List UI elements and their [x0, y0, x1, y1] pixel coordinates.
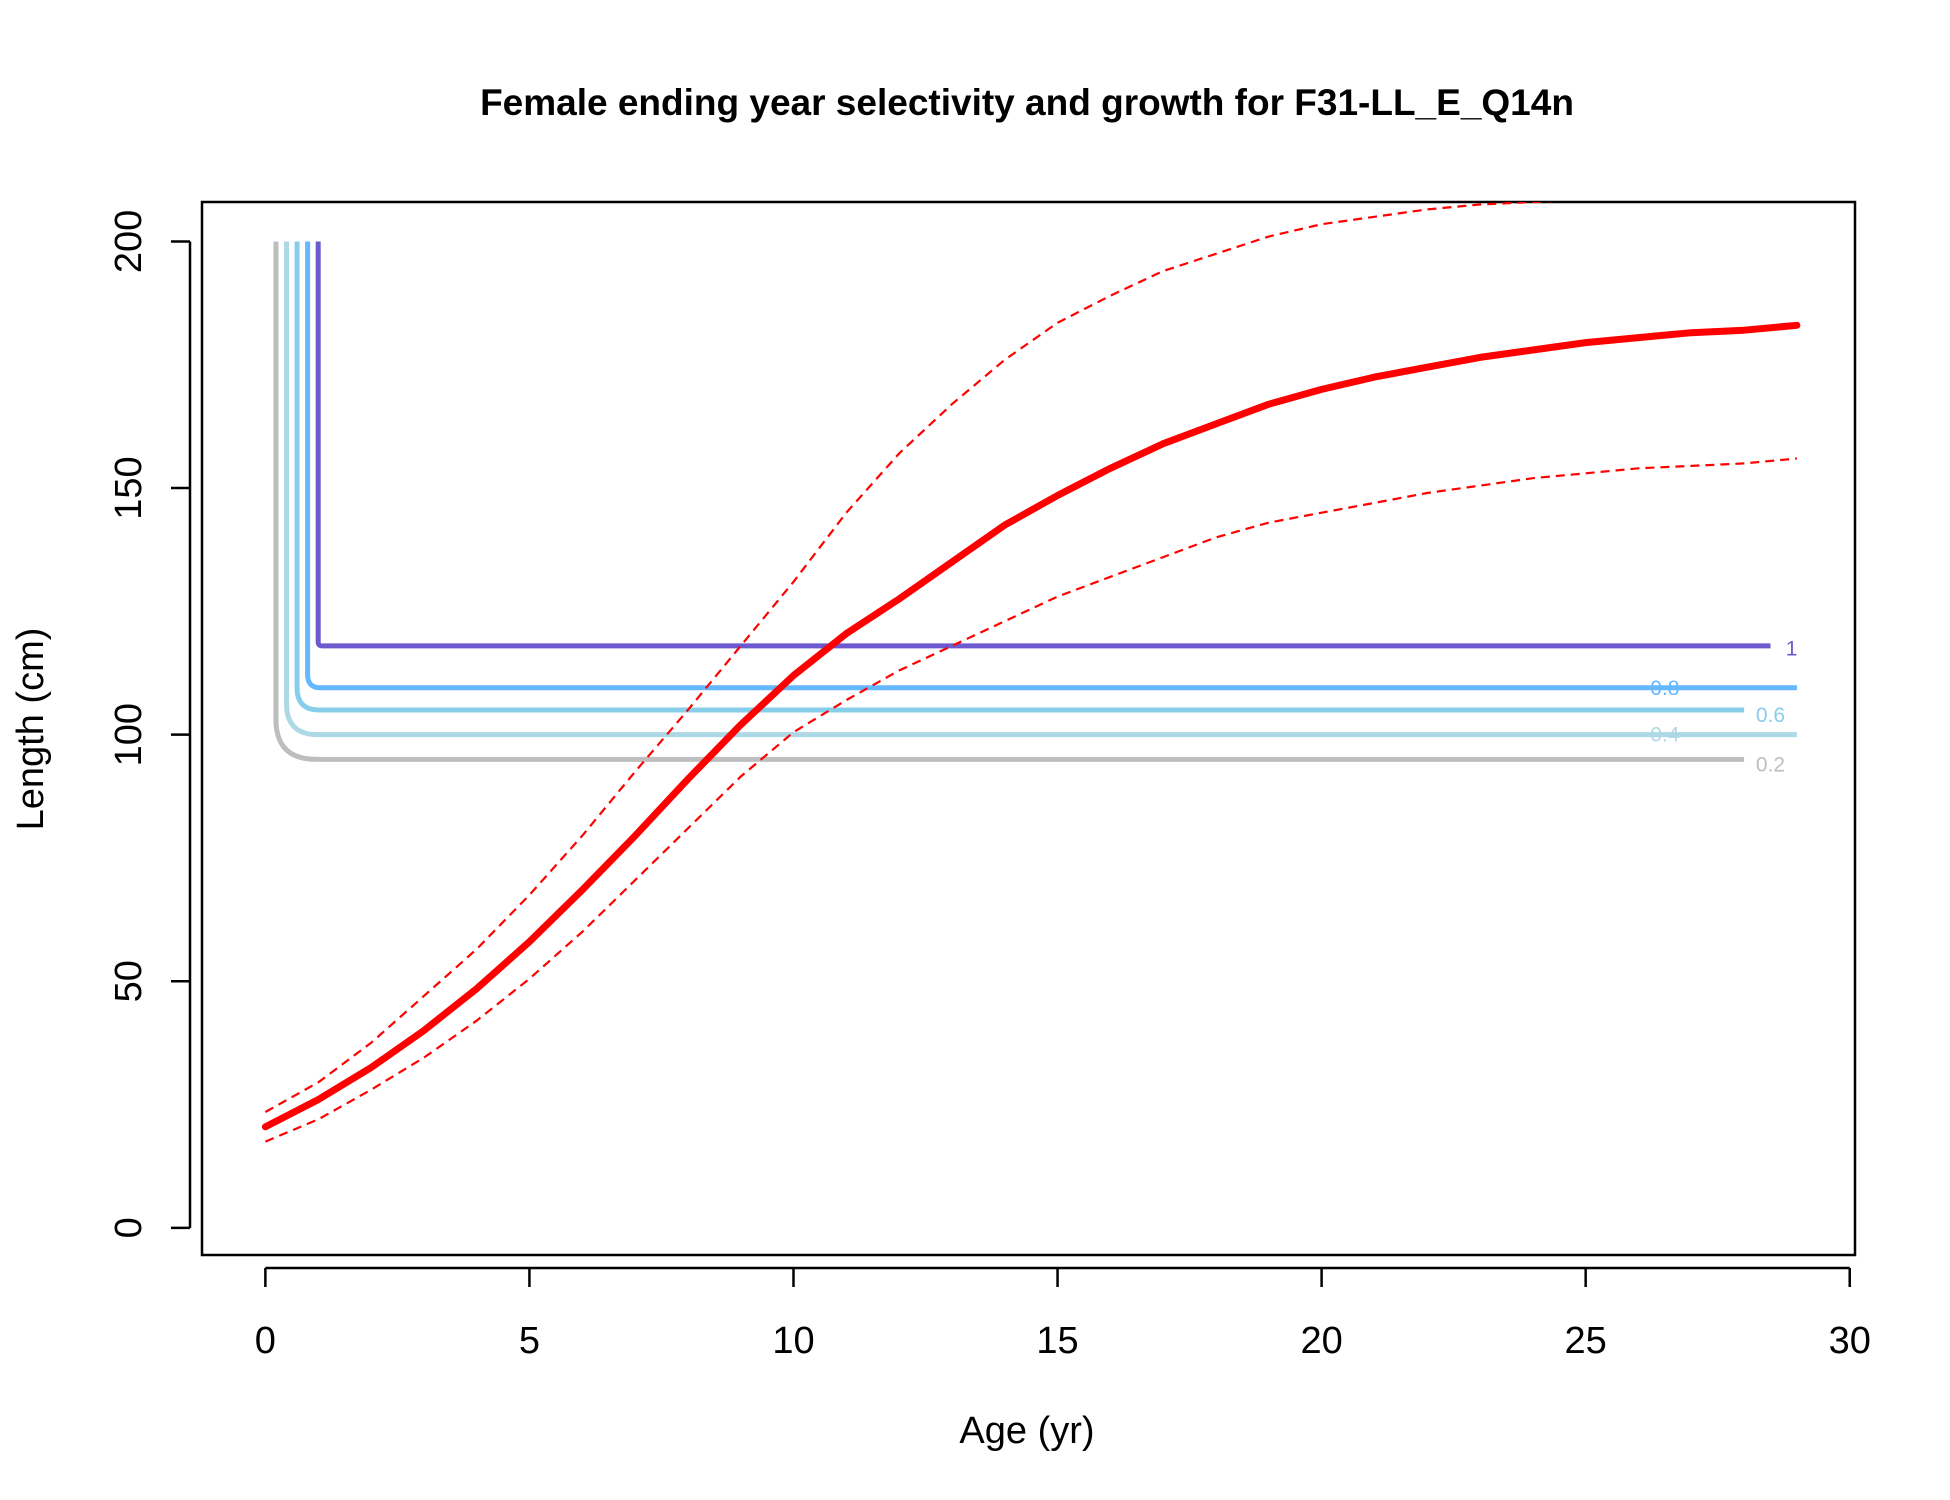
growth-upper-interval [264, 202, 1557, 1113]
x-axis: 0 5 10 15 20 25 30 [255, 1266, 1871, 1362]
selectivity-contour-0-2 [273, 241, 1745, 762]
x-tick-label: 0 [255, 1320, 276, 1362]
x-tick-label: 15 [1036, 1320, 1078, 1362]
contour-label-0-2: 0.2 [1756, 753, 1785, 776]
y-tick-label: 200 [108, 210, 150, 273]
y-tick-label: 150 [108, 456, 150, 519]
chart-title: Female ending year selectivity and growt… [480, 82, 1574, 123]
y-tick-label: 0 [108, 1217, 150, 1238]
contour-label-0-8: 0.8 [1650, 677, 1679, 700]
plot-area: 0.2 0.4 0.6 0.8 1 [261, 202, 1801, 1143]
contour-label-0-4: 0.4 [1650, 724, 1680, 747]
growth-mean-curve [261, 321, 1801, 1131]
x-axis-label: Age (yr) [959, 1410, 1094, 1452]
contour-label-0-6: 0.6 [1756, 704, 1785, 727]
y-tick-label: 100 [108, 703, 150, 766]
x-tick-label: 30 [1829, 1320, 1871, 1362]
plot-frame [200, 200, 1857, 1257]
selectivity-contour-0-8 [305, 241, 1797, 691]
y-axis-label: Length (cm) [10, 628, 52, 831]
x-tick-label: 20 [1300, 1320, 1342, 1362]
selectivity-contour-0-6 [294, 241, 1745, 713]
y-axis: 0 50 100 150 200 [108, 210, 192, 1238]
x-tick-label: 10 [772, 1320, 814, 1362]
growth-lower-interval [264, 457, 1798, 1143]
y-tick-label: 50 [108, 960, 150, 1002]
contour-label-1: 1 [1786, 637, 1798, 660]
selectivity-contour-1 [315, 241, 1771, 649]
selectivity-contour-0-4 [283, 241, 1797, 738]
x-tick-label: 5 [519, 1320, 540, 1362]
x-tick-label: 25 [1565, 1320, 1607, 1362]
